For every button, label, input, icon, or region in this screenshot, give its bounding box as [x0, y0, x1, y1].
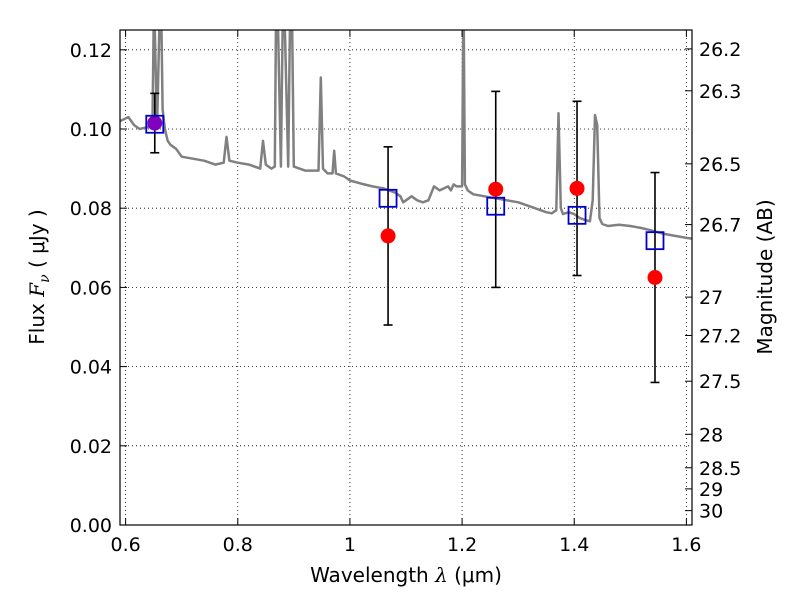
mag-tick-label: 26.5 [699, 154, 741, 176]
synthetic-point [378, 188, 398, 208]
synthetic-point [645, 231, 665, 251]
observed-point [147, 115, 163, 131]
synthetic-point [145, 114, 165, 134]
model-spectrum-line [120, 30, 692, 240]
y-tick-label: 0.12 [70, 40, 112, 62]
mag-tick-label: 27.2 [699, 325, 741, 347]
y-tick-label: 0.02 [70, 436, 112, 458]
mag-tick-label: 27 [699, 287, 723, 309]
x-tick-label: 1.4 [559, 534, 589, 556]
mag-tick-label: 28.5 [699, 458, 741, 480]
observed-point [488, 181, 504, 197]
y-tick-label: 0.06 [70, 277, 112, 299]
mag-tick-label: 27.5 [699, 371, 741, 393]
y-axis-label: Flux Fν ( μJy ) [25, 209, 53, 344]
mag-tick-label: 26.7 [699, 215, 741, 237]
x-tick-label: 1 [344, 534, 356, 556]
ticks: 0.6 0.8 1 1.2 1.4 1.6 0.00 0.02 0.04 0.06 0.08 0.10… [70, 30, 741, 556]
observed-point [569, 180, 585, 196]
points-layer [145, 90, 665, 384]
y-tick-label: 0.00 [70, 515, 112, 537]
mag-tick-label: 28 [699, 424, 723, 446]
observed-point [380, 228, 396, 244]
synthetic-point [486, 196, 506, 216]
y-tick-label: 0.10 [70, 119, 112, 141]
x-tick-label: 1.2 [447, 534, 477, 556]
series-layer [120, 30, 692, 240]
mag-tick-label: 30 [699, 501, 723, 523]
x-tick-label: 1.6 [671, 534, 701, 556]
y-tick-label: 0.04 [70, 357, 112, 379]
mag-tick-label: 29 [699, 479, 723, 501]
right-axis-label: Magnitude (AB) [753, 199, 777, 354]
x-tick-label: 0.6 [110, 534, 140, 556]
mag-tick-label: 26.2 [699, 39, 741, 61]
mag-tick-label: 26.3 [699, 81, 741, 103]
x-tick-label: 0.8 [223, 534, 253, 556]
synthetic-point [567, 205, 587, 225]
observed-point [647, 270, 663, 285]
plot-background [120, 30, 692, 525]
x-axis-label: Wavelength λ (μm) [310, 563, 502, 587]
y-tick-label: 0.08 [70, 198, 112, 220]
plot-frame [119, 29, 693, 526]
